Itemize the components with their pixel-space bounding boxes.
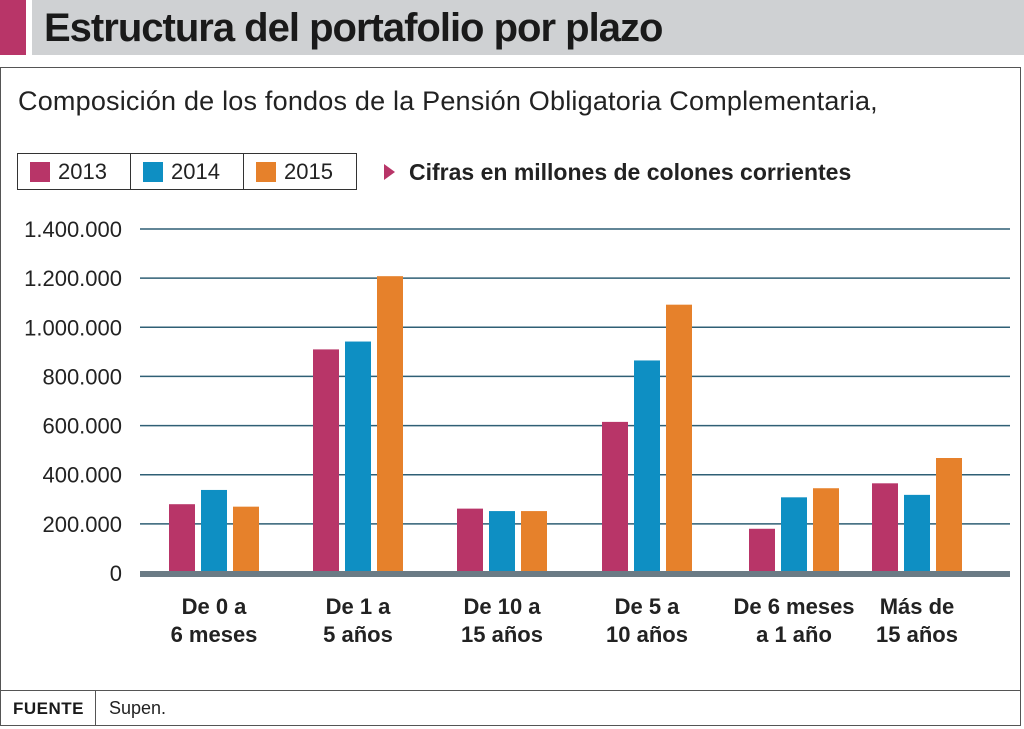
source-text: Supen. bbox=[109, 698, 167, 718]
header-accent bbox=[0, 0, 26, 55]
bar-2015 bbox=[813, 488, 839, 573]
bar-chart: 0 200.000 400.000 600.000 800.000 1.000.000 1.… bbox=[24, 217, 1010, 647]
y-tick-label: 600.000 bbox=[42, 414, 122, 439]
header-bar bbox=[32, 0, 1024, 55]
bar-2014 bbox=[781, 497, 807, 573]
category-label: 15 años bbox=[876, 622, 958, 647]
y-tick-label: 0 bbox=[110, 561, 122, 586]
chart-subtitle: Composición de los fondos de la Pensión … bbox=[18, 86, 878, 116]
category-label: 10 años bbox=[606, 622, 688, 647]
category-label: De 0 a bbox=[182, 594, 248, 619]
bar-2015 bbox=[377, 276, 403, 573]
x-axis-baseline bbox=[140, 571, 1010, 577]
units-note-text: Cifras en millones de colones corrientes bbox=[409, 158, 852, 185]
y-tick-label: 400.000 bbox=[42, 463, 122, 488]
category-label: De 10 a bbox=[463, 594, 541, 619]
category-label: De 5 a bbox=[615, 594, 681, 619]
chart-frame bbox=[0, 67, 1021, 726]
y-tick-label: 800.000 bbox=[42, 364, 122, 389]
page-title: Estructura del portafolio por plazo bbox=[44, 6, 663, 50]
category-label: De 6 meses bbox=[733, 594, 854, 619]
legend-swatch-2015 bbox=[256, 161, 276, 182]
legend-item-2014: 2014 bbox=[131, 154, 244, 189]
legend-item-2015: 2015 bbox=[244, 154, 356, 189]
bar-2013 bbox=[749, 528, 775, 573]
bar-2015 bbox=[521, 511, 547, 573]
bar-2014 bbox=[634, 360, 660, 573]
bar-2014 bbox=[345, 341, 371, 573]
legend-label-2014: 2014 bbox=[171, 158, 220, 184]
legend-swatch-2014 bbox=[143, 161, 163, 182]
category-label: De 1 a bbox=[326, 594, 392, 619]
legend-label-2013: 2013 bbox=[58, 158, 107, 184]
bar-2013 bbox=[313, 349, 339, 573]
source-label: FUENTE bbox=[0, 691, 96, 726]
category-label: a 1 año bbox=[756, 622, 832, 647]
triangle-right-icon bbox=[384, 164, 395, 180]
y-tick-label: 1.200.000 bbox=[24, 266, 122, 291]
footer: FUENTE Supen. bbox=[0, 690, 1021, 726]
category-label: 6 meses bbox=[171, 622, 258, 647]
bar-2013 bbox=[602, 421, 628, 573]
bar-2015 bbox=[233, 506, 259, 573]
bar-2014 bbox=[489, 511, 515, 573]
bar-2015 bbox=[666, 304, 692, 573]
bar-2013 bbox=[169, 504, 195, 573]
legend: 2013 2014 2015 bbox=[17, 153, 357, 190]
bar-2013 bbox=[457, 508, 483, 573]
units-note: Cifras en millones de colones corrientes bbox=[384, 158, 851, 186]
bar-2014 bbox=[904, 494, 930, 573]
bar-2015 bbox=[936, 458, 962, 573]
bar-2014 bbox=[201, 489, 227, 573]
y-tick-label: 1.000.000 bbox=[24, 315, 122, 340]
bar-2013 bbox=[872, 483, 898, 573]
legend-item-2013: 2013 bbox=[18, 154, 131, 189]
category-label: Más de bbox=[880, 594, 955, 619]
category-label: 15 años bbox=[461, 622, 543, 647]
category-label: 5 años bbox=[323, 622, 393, 647]
y-tick-label: 1.400.000 bbox=[24, 217, 122, 242]
y-tick-label: 200.000 bbox=[42, 512, 122, 537]
legend-swatch-2013 bbox=[30, 161, 50, 182]
legend-label-2015: 2015 bbox=[284, 158, 333, 184]
